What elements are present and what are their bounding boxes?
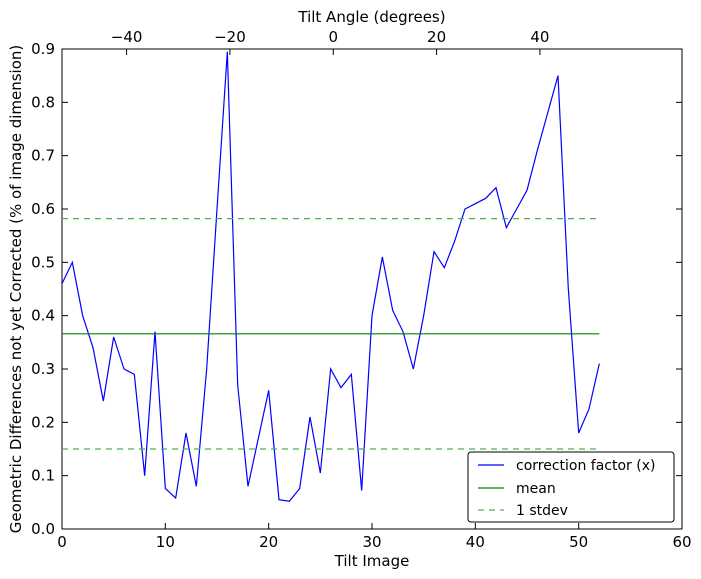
x2-tick-label: 20 [427, 28, 446, 46]
x-tick-label: 10 [156, 533, 175, 551]
y-axis-title: Geometric Differences not yet Corrected … [7, 45, 25, 534]
x-axis-title: Tilt Image [334, 552, 410, 570]
x-tick-label: 30 [362, 533, 381, 551]
y-tick-label: 0.9 [31, 40, 55, 58]
series-layer [61, 51, 600, 502]
legend-label-correction: correction factor (x) [516, 458, 655, 474]
x2-tick-label: −40 [111, 28, 143, 46]
legend-box [467, 451, 675, 523]
legend-label-stdev: 1 stdev [516, 503, 568, 519]
x2-axis-title: Tilt Angle (degrees) [297, 8, 445, 26]
ticks-layer: 0 10 20 30 40 50 60 −40 −20 0 20 40 0.0 0.1 0.2 0.3 0.4 0… [31, 28, 691, 551]
legend: correction factor (x) mean 1 stdev [467, 451, 675, 523]
y-tick-label: 0.1 [31, 467, 55, 485]
x-tick-label: 0 [57, 533, 67, 551]
y-tick-label: 0.5 [31, 253, 55, 271]
x2-tick-label: 0 [328, 28, 338, 46]
x2-tick-label: 40 [530, 28, 549, 46]
y-tick-label: 0.6 [31, 200, 55, 218]
y-tick-label: 0.3 [31, 360, 55, 378]
x-tick-label: 20 [259, 533, 278, 551]
x-tick-label: 50 [569, 533, 588, 551]
legend-label-mean: mean [516, 481, 556, 497]
y-tick-label: 0.4 [31, 307, 55, 325]
y-tick-label: 0.7 [31, 147, 55, 165]
x-tick-label: 40 [466, 533, 485, 551]
y-tick-label: 0.2 [31, 413, 55, 431]
y-tick-label: 0.0 [31, 520, 55, 538]
series-line-correction-factor-x [61, 51, 600, 502]
x2-tick-label: −20 [214, 28, 246, 46]
x-tick-label: 60 [672, 533, 691, 551]
y-tick-label: 0.8 [31, 93, 55, 111]
